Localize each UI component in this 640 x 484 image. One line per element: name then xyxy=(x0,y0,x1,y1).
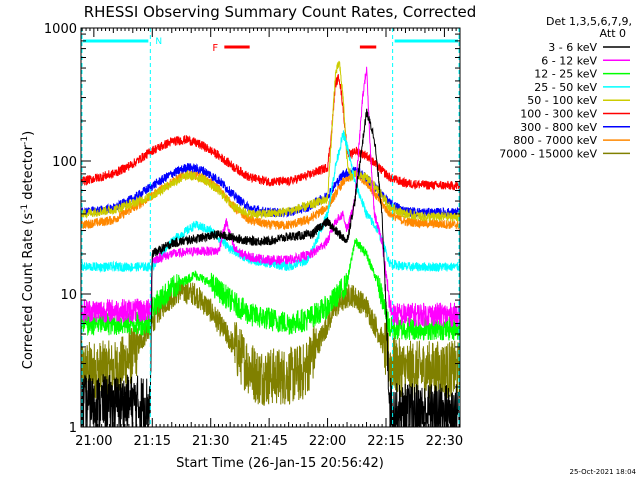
chart-marks: N F 21:00 21:15 21:30 21:45 22:00 22:15 22:30 1 10… xyxy=(44,22,630,449)
flare-label: F xyxy=(212,43,218,54)
legend-label: 800 - 7000 keV xyxy=(513,134,597,147)
y-tick-label: 1000 xyxy=(44,22,77,37)
x-tick-label: 22:15 xyxy=(367,434,404,449)
legend-label: 100 - 300 keV xyxy=(520,108,597,121)
legend-label: 6 - 12 keV xyxy=(541,54,597,67)
x-tick-label: 21:00 xyxy=(75,434,112,449)
y-axis-label-part: detector xyxy=(21,144,36,204)
series-line-4 xyxy=(81,60,460,222)
x-tick-label: 21:45 xyxy=(250,434,287,449)
legend-label: 3 - 6 keV xyxy=(548,41,597,54)
night-label: N xyxy=(155,37,162,47)
y-tick-label: 1 xyxy=(69,421,77,436)
x-axis-label: Start Time (26-Jan-15 20:56:42) xyxy=(176,456,384,471)
x-tick-label: 22:30 xyxy=(426,434,463,449)
y-axis-label-part: Corrected Count Rate (s xyxy=(21,213,36,370)
x-tick-label: 21:30 xyxy=(192,434,229,449)
series-line-1 xyxy=(81,66,460,328)
y-tick-label: 10 xyxy=(60,288,77,303)
x-tick-label: 22:00 xyxy=(309,434,346,449)
plot-area xyxy=(81,60,460,427)
y-tick-label: 100 xyxy=(52,155,77,170)
chart-title: RHESSI Observing Summary Count Rates, Co… xyxy=(84,3,477,21)
x-tick-label: 21:15 xyxy=(134,434,171,449)
y-axis-label-superscript: -1 xyxy=(20,136,30,145)
legend-label: 7000 - 15000 keV xyxy=(499,147,597,160)
legend-label: 25 - 50 keV xyxy=(534,81,597,94)
series-line-2 xyxy=(81,238,460,341)
legend-label: 50 - 100 keV xyxy=(527,94,597,107)
plot-frame xyxy=(80,27,461,428)
y-axis-label-superscript: -1 xyxy=(20,204,30,213)
timestamp: 25-Oct-2021 18:04 xyxy=(570,468,637,476)
legend-header-line2: Att 0 xyxy=(600,27,626,40)
y-axis-label-text: Corrected Count Rate (s-1 detector-1) xyxy=(20,131,36,369)
series-line-5 xyxy=(81,74,460,191)
y-axis-label-part: ) xyxy=(21,131,36,136)
legend-label: 12 - 25 keV xyxy=(534,68,597,81)
series-line-8 xyxy=(81,280,460,406)
y-axis-label: Corrected Count Rate (s-1 detector-1) xyxy=(20,131,36,369)
legend-label: 300 - 800 keV xyxy=(520,121,597,134)
legend-header-line1: Det 1,3,5,6,7,9, xyxy=(546,15,632,28)
series-line-0 xyxy=(81,108,460,427)
